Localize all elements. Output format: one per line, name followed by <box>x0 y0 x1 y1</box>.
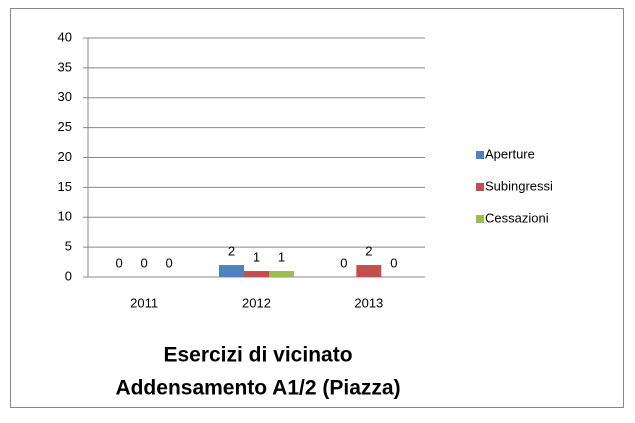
x-tick-label: 2011 <box>130 295 158 310</box>
bar <box>244 271 269 277</box>
bar <box>356 265 382 277</box>
legend-swatch <box>476 151 484 159</box>
y-tick-label: 15 <box>58 179 72 194</box>
y-tick-label: 0 <box>65 268 72 283</box>
y-tick-label: 30 <box>58 89 72 104</box>
legend-swatch <box>476 215 484 223</box>
y-tick-label: 20 <box>58 149 72 164</box>
y-tick-label: 5 <box>65 239 72 254</box>
y-tick-label: 25 <box>58 119 72 134</box>
bar <box>219 265 244 277</box>
data-label: 1 <box>278 249 285 264</box>
legend-label: Cessazioni <box>485 210 549 225</box>
y-tick-label: 10 <box>58 209 72 224</box>
legend-swatch <box>476 183 484 191</box>
data-label: 2 <box>228 243 235 258</box>
data-label: 0 <box>116 255 123 270</box>
chart-border <box>10 8 624 408</box>
data-label: 0 <box>390 255 397 270</box>
y-tick-label: 40 <box>58 29 72 44</box>
legend-label: Aperture <box>485 146 535 161</box>
legend-label: Subingressi <box>485 178 553 193</box>
data-label: 0 <box>141 255 148 270</box>
data-label: 2 <box>365 243 372 258</box>
data-label: 1 <box>253 249 260 264</box>
chart-title: Esercizi di vicinato <box>163 344 352 367</box>
chart-subtitle: Addensamento A1/2 (Piazza) <box>115 377 400 400</box>
bar <box>269 271 294 277</box>
data-label: 0 <box>166 255 173 270</box>
data-label: 0 <box>340 255 347 270</box>
x-tick-label: 2012 <box>242 295 271 310</box>
x-tick-label: 2013 <box>354 295 383 310</box>
y-tick-label: 35 <box>58 59 72 74</box>
